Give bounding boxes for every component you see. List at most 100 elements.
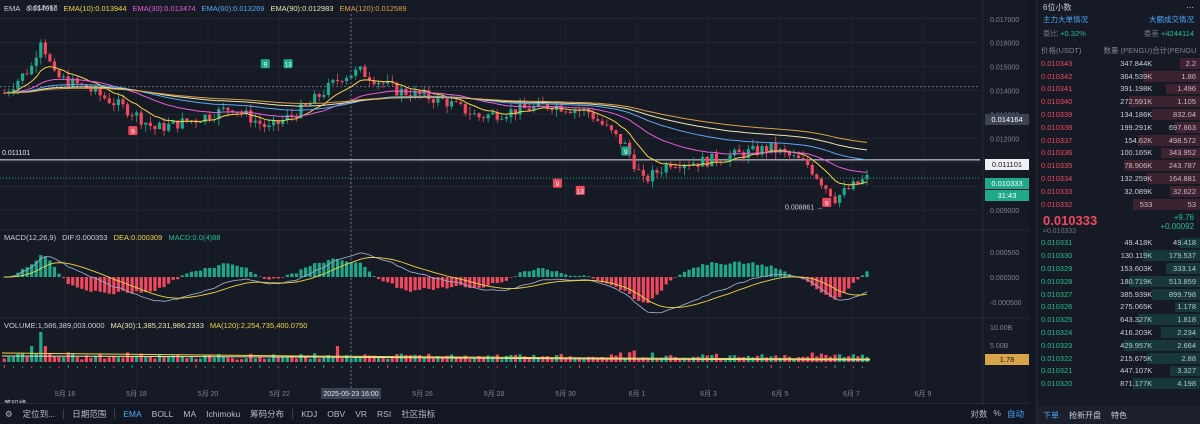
big-order-link[interactable]: 主力大单情况 [1043,15,1088,24]
volume-bar [596,357,600,362]
chip-bar [578,365,580,368]
bid-row[interactable]: 0.010329 153.603K 333.14 [1037,262,1200,275]
locate-button[interactable]: 定位到... [22,409,56,419]
bid-row[interactable]: 0.010331 49.418K 49.418 [1037,237,1200,250]
macd-histogram-bar [408,277,413,292]
candle-body [815,174,819,179]
indicator-ichimoku[interactable]: Ichimoku [206,409,241,419]
indicator-boll[interactable]: BOLL [151,409,174,419]
bid-total: 333.14 [1173,264,1196,274]
macd-histogram-bar [806,277,810,282]
macd-histogram-bar [185,273,189,277]
volume-bar [189,357,194,362]
candle-body [39,42,43,58]
indicator-vr[interactable]: VR [355,409,368,419]
volume-bar [491,356,495,362]
candle-body [71,78,75,87]
ask-row[interactable]: 0.010338 199.291K 697.863 [1037,121,1200,134]
volume-bar [408,355,413,362]
bid-price: 0.010323 [1041,340,1073,350]
macd-histogram-bar [395,277,399,288]
ask-row[interactable]: 0.010341 391.198K 1.496 [1037,83,1200,96]
candle-body [463,103,467,114]
candle-body [372,80,376,85]
macd-histogram-bar [34,260,38,277]
ask-row[interactable]: 0.010333 32.089K 32.622 [1037,185,1200,198]
volume-bar [112,356,116,362]
macd-histogram-bar [545,269,550,277]
indicator-kdj[interactable]: KDJ [301,409,318,419]
ask-row[interactable]: 0.010339 134.186K 832.04 [1037,108,1200,121]
percent-scale-button[interactable]: % [993,408,1001,418]
bid-row[interactable]: 0.010324 416.203K 2.234 [1037,326,1200,339]
x-tick-label: 5月 30 [555,390,576,398]
candle-body [751,145,755,150]
auto-scale-button[interactable]: 自动 [1006,409,1024,419]
ask-row[interactable]: 0.010334 132.259K 164.881 [1037,172,1200,185]
bid-row[interactable]: 0.010328 180.719K 513.859 [1037,275,1200,288]
ask-row[interactable]: 0.010340 272.591K 1.105 [1037,95,1200,108]
candle-body [281,120,285,125]
community-indicator-button[interactable]: 社区指标 [401,409,436,419]
bid-depth-bar [1129,275,1200,287]
ask-row[interactable]: 0.010336 100.165K 343.952 [1037,147,1200,160]
bid-row[interactable]: 0.010325 643.327K 1.818 [1037,313,1200,326]
bid-row[interactable]: 0.010323 429.957K 2.664 [1037,339,1200,352]
volume-bar [372,355,376,362]
indicator-rsi[interactable]: RSI [377,409,392,419]
chip-bar [232,366,234,368]
settings-icon[interactable]: ⚙ [5,408,13,419]
macd-histogram-bar [171,277,175,280]
precision-select[interactable]: 6位小数 [1043,2,1072,12]
bid-row[interactable]: 0.010327 385.939K 899.798 [1037,288,1200,301]
ask-row[interactable]: 0.010343 347.844K 2.2 [1037,57,1200,70]
log-scale-button[interactable]: 对数 [970,409,988,419]
bid-row[interactable]: 0.010330 130.119K 179.537 [1037,249,1200,262]
ask-row[interactable]: 0.010335 78.906K 243.787 [1037,159,1200,172]
indicator-obv[interactable]: OBV [327,409,346,419]
bid-row[interactable]: 0.010321 447.107K 3.327 [1037,365,1200,378]
volume-bar [650,352,655,362]
macd-histogram-bar [367,271,372,277]
candle-body [89,88,93,92]
ask-total: 832.04 [1173,110,1196,120]
macd-histogram-bar [687,269,691,277]
tab-features[interactable]: 特色 [1111,410,1127,420]
volume-bar [253,358,257,362]
tab-new-listing[interactable]: 抢新开盘 [1069,410,1101,420]
macd-histogram-bar [62,277,66,279]
indicator-ema[interactable]: EMA [123,409,142,419]
macd-histogram-bar [733,261,737,277]
candlestick-chart[interactable]: 0.0170000.0160000.0150000.0140000.013000… [0,0,1030,403]
chart-area[interactable]: 0.0170000.0160000.0150000.0140000.013000… [0,0,1030,424]
candle-body [135,112,139,116]
chip-bar [706,365,708,368]
bid-qty: 275.065K [1120,302,1153,312]
big-volume-link[interactable]: 大额成交情况 [1149,15,1194,24]
volume-bar [550,359,554,362]
last-price: 0.010333 [1043,212,1098,228]
ask-row[interactable]: 0.010332 533 53 [1037,198,1200,211]
chip-bar [725,366,727,368]
ask-row[interactable]: 0.010342 364.539K 1.86 [1037,70,1200,83]
macd-histogram-bar [30,264,34,277]
volume-bar [198,358,203,362]
tab-order[interactable]: 下单 [1043,410,1059,420]
macd-histogram-bar [244,267,248,277]
bid-row[interactable]: 0.010320 871.177K 4.198 [1037,377,1200,390]
indicator-ma[interactable]: MA [183,409,197,419]
ask-row[interactable]: 0.010337 154.62K 498.572 [1037,134,1200,147]
macd-histogram-bar [427,277,431,289]
date-range-button[interactable]: 日期范围 [72,409,107,419]
ema30-line [4,78,868,173]
ema60-line [4,84,868,161]
more-icon[interactable]: ⋯ [1186,2,1194,12]
indicator-chip[interactable]: 筹码分布 [250,409,285,419]
volume-bar [153,358,157,362]
chip-bar [533,366,535,368]
bid-row[interactable]: 0.010326 275.065K 1.178 [1037,301,1200,314]
macd-legend-title: MACD(12,26,9) [4,233,57,242]
candle-body [445,98,449,107]
ask-depth-bar [1147,173,1200,184]
bid-row[interactable]: 0.010322 215.675K 2.88 [1037,352,1200,365]
